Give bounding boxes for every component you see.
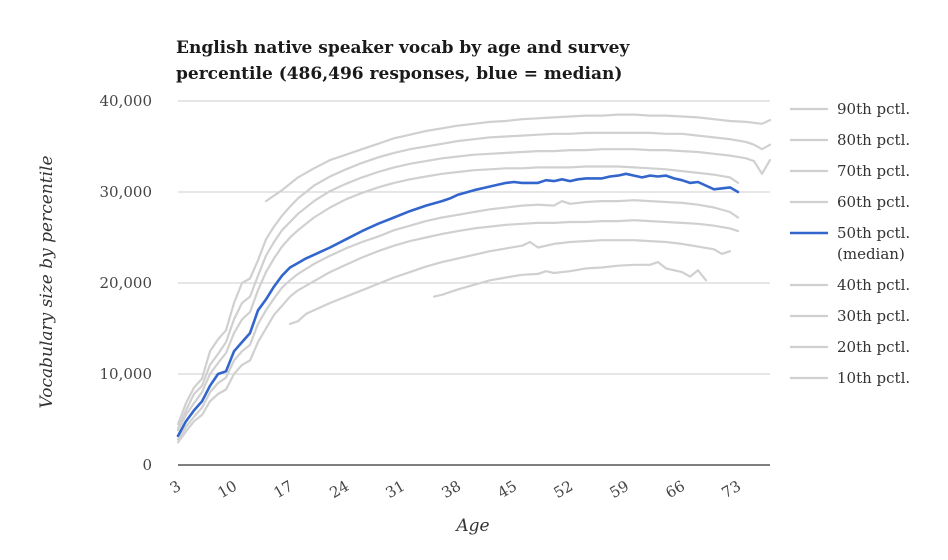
series-line — [432, 261, 708, 298]
legend-label: 20th pctl. — [837, 338, 910, 356]
x-tick-label: 73 — [718, 477, 744, 502]
x-tick-label: 10 — [214, 477, 240, 502]
y-axis-ticks: 0 10,000 20,000 30,000 40,000 — [100, 92, 153, 474]
series-line — [176, 131, 772, 426]
y-axis-label: Vocabulary size by percentile — [37, 156, 57, 409]
legend-label: 60th pctl. — [837, 193, 910, 211]
x-tick-label: 45 — [494, 477, 520, 502]
legend-label: 70th pctl. — [837, 162, 910, 180]
legend-label: 50th pctl. — [837, 224, 910, 242]
series-line — [176, 148, 772, 430]
y-tick-label: 30,000 — [100, 183, 153, 201]
legend-label: 10th pctl. — [837, 369, 910, 387]
y-tick-label: 40,000 — [100, 92, 153, 110]
x-tick-label: 66 — [662, 477, 688, 502]
x-tick-label: 38 — [438, 477, 464, 502]
series-line — [176, 165, 740, 432]
x-tick-label: 3 — [167, 477, 184, 497]
chart-title-line-1: English native speaker vocab by age and … — [176, 38, 630, 58]
x-axis-ticks: 3 10 17 24 31 38 45 52 59 66 73 — [167, 477, 744, 502]
x-tick-label: 31 — [382, 477, 408, 502]
legend-label: (median) — [837, 245, 905, 263]
y-tick-label: 0 — [142, 456, 152, 474]
y-tick-label: 20,000 — [100, 274, 153, 292]
series-line — [264, 113, 772, 203]
x-tick-label: 59 — [606, 477, 632, 502]
x-tick-label: 17 — [270, 477, 296, 502]
legend-label: 90th pctl. — [837, 100, 910, 118]
legend-label: 40th pctl. — [837, 276, 910, 294]
y-tick-label: 10,000 — [100, 365, 153, 383]
series-line — [288, 239, 732, 325]
series-line — [176, 199, 740, 441]
legend-label: 80th pctl. — [837, 131, 910, 149]
legend: 90th pctl. 80th pctl. 70th pctl. 60th pctl.… — [790, 100, 910, 387]
series-line — [176, 219, 740, 444]
series-lines — [176, 113, 772, 444]
series-line — [176, 172, 740, 438]
x-axis-label: Age — [454, 516, 489, 536]
x-tick-label: 24 — [326, 477, 352, 502]
x-tick-label: 52 — [550, 477, 576, 502]
legend-label: 30th pctl. — [837, 307, 910, 325]
chart-title-line-2: percentile (486,496 responses, blue = me… — [176, 64, 622, 84]
